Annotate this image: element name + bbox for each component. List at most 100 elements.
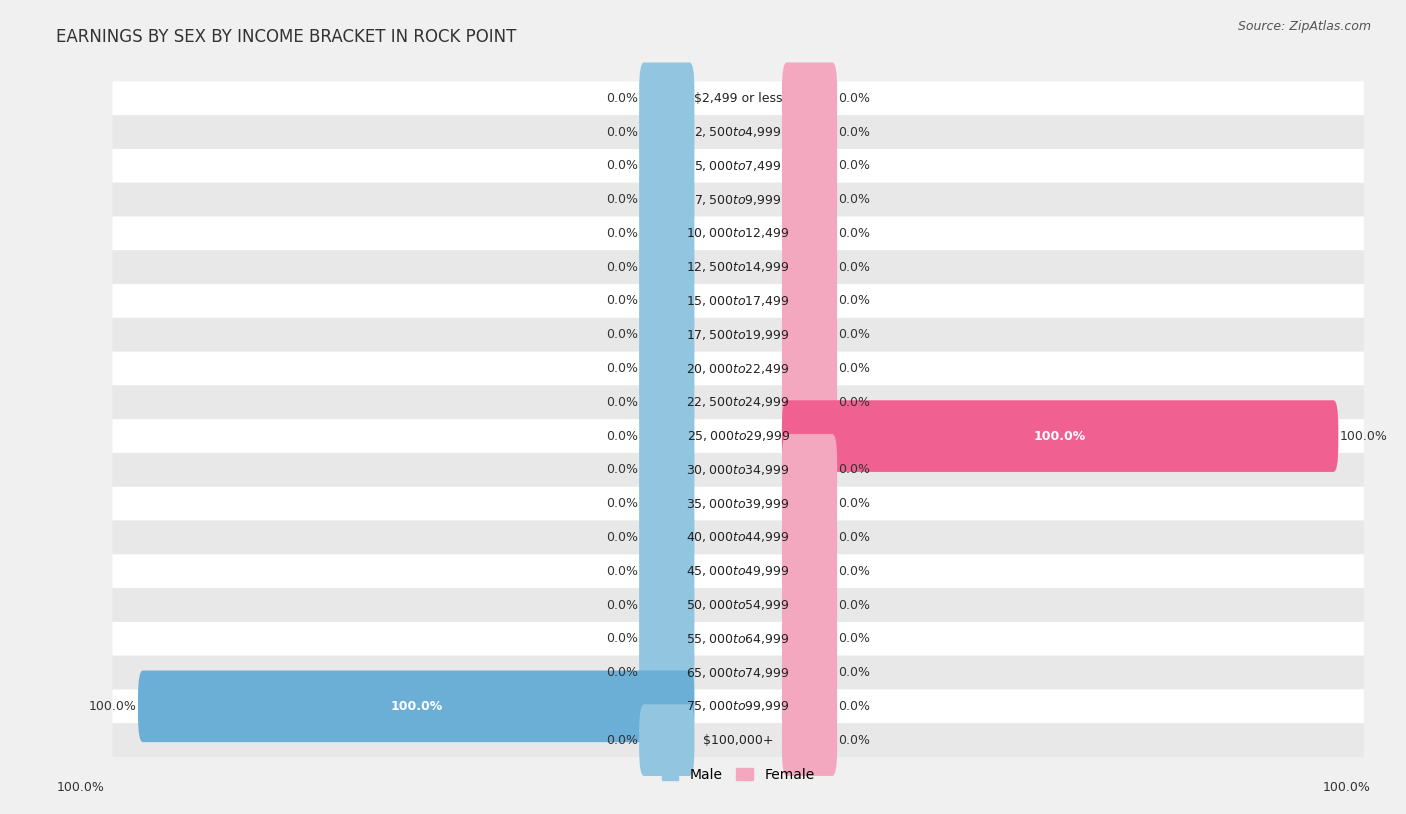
Text: 0.0%: 0.0% xyxy=(838,700,870,713)
Text: $45,000 to $49,999: $45,000 to $49,999 xyxy=(686,564,790,578)
FancyBboxPatch shape xyxy=(112,656,1364,689)
FancyBboxPatch shape xyxy=(112,251,1364,284)
FancyBboxPatch shape xyxy=(782,536,837,607)
FancyBboxPatch shape xyxy=(782,637,837,708)
Text: $5,000 to $7,499: $5,000 to $7,499 xyxy=(695,159,782,173)
Text: 0.0%: 0.0% xyxy=(606,497,638,510)
Text: 0.0%: 0.0% xyxy=(838,193,870,206)
Text: 0.0%: 0.0% xyxy=(838,497,870,510)
Text: 0.0%: 0.0% xyxy=(606,362,638,375)
FancyBboxPatch shape xyxy=(640,265,695,337)
FancyBboxPatch shape xyxy=(640,299,695,370)
Text: $75,000 to $99,999: $75,000 to $99,999 xyxy=(686,699,790,713)
Text: 0.0%: 0.0% xyxy=(838,463,870,476)
Text: 0.0%: 0.0% xyxy=(606,463,638,476)
FancyBboxPatch shape xyxy=(640,198,695,269)
FancyBboxPatch shape xyxy=(640,637,695,708)
Text: 0.0%: 0.0% xyxy=(606,396,638,409)
FancyBboxPatch shape xyxy=(782,164,837,235)
Text: 0.0%: 0.0% xyxy=(838,362,870,375)
FancyBboxPatch shape xyxy=(640,231,695,303)
Text: 0.0%: 0.0% xyxy=(606,430,638,443)
FancyBboxPatch shape xyxy=(112,149,1364,182)
FancyBboxPatch shape xyxy=(112,352,1364,386)
Text: 0.0%: 0.0% xyxy=(838,598,870,611)
Text: $20,000 to $22,499: $20,000 to $22,499 xyxy=(686,361,790,375)
FancyBboxPatch shape xyxy=(640,468,695,540)
Text: 100.0%: 100.0% xyxy=(1323,781,1371,794)
FancyBboxPatch shape xyxy=(782,603,837,675)
Text: $10,000 to $12,499: $10,000 to $12,499 xyxy=(686,226,790,240)
FancyBboxPatch shape xyxy=(112,689,1364,723)
Text: 0.0%: 0.0% xyxy=(838,396,870,409)
Text: $7,500 to $9,999: $7,500 to $9,999 xyxy=(695,193,782,207)
FancyBboxPatch shape xyxy=(138,671,695,742)
FancyBboxPatch shape xyxy=(112,81,1364,115)
Text: 0.0%: 0.0% xyxy=(838,565,870,578)
Text: $2,500 to $4,999: $2,500 to $4,999 xyxy=(695,125,782,139)
FancyBboxPatch shape xyxy=(782,130,837,202)
FancyBboxPatch shape xyxy=(112,115,1364,149)
Text: 0.0%: 0.0% xyxy=(606,666,638,679)
FancyBboxPatch shape xyxy=(640,96,695,168)
Text: $100,000+: $100,000+ xyxy=(703,733,773,746)
Text: $35,000 to $39,999: $35,000 to $39,999 xyxy=(686,497,790,510)
FancyBboxPatch shape xyxy=(640,434,695,505)
Text: $2,499 or less: $2,499 or less xyxy=(695,92,782,105)
FancyBboxPatch shape xyxy=(782,366,837,438)
FancyBboxPatch shape xyxy=(782,671,837,742)
FancyBboxPatch shape xyxy=(112,453,1364,487)
FancyBboxPatch shape xyxy=(112,217,1364,251)
FancyBboxPatch shape xyxy=(782,468,837,540)
FancyBboxPatch shape xyxy=(640,63,695,134)
Text: 0.0%: 0.0% xyxy=(606,260,638,274)
FancyBboxPatch shape xyxy=(112,182,1364,217)
Text: 0.0%: 0.0% xyxy=(838,666,870,679)
FancyBboxPatch shape xyxy=(782,63,837,134)
Text: 0.0%: 0.0% xyxy=(606,565,638,578)
Text: 0.0%: 0.0% xyxy=(838,733,870,746)
Text: 0.0%: 0.0% xyxy=(606,227,638,240)
FancyBboxPatch shape xyxy=(112,284,1364,317)
FancyBboxPatch shape xyxy=(640,400,695,472)
Text: 0.0%: 0.0% xyxy=(838,295,870,308)
Text: $22,500 to $24,999: $22,500 to $24,999 xyxy=(686,396,790,409)
Text: EARNINGS BY SEX BY INCOME BRACKET IN ROCK POINT: EARNINGS BY SEX BY INCOME BRACKET IN ROC… xyxy=(56,28,516,46)
FancyBboxPatch shape xyxy=(112,622,1364,656)
FancyBboxPatch shape xyxy=(112,588,1364,622)
Text: 100.0%: 100.0% xyxy=(56,781,104,794)
Text: 0.0%: 0.0% xyxy=(606,160,638,173)
Text: 0.0%: 0.0% xyxy=(606,295,638,308)
FancyBboxPatch shape xyxy=(782,569,837,641)
Text: $17,500 to $19,999: $17,500 to $19,999 xyxy=(686,328,790,342)
FancyBboxPatch shape xyxy=(782,231,837,303)
FancyBboxPatch shape xyxy=(640,704,695,776)
Text: 0.0%: 0.0% xyxy=(606,733,638,746)
FancyBboxPatch shape xyxy=(640,164,695,235)
Text: $40,000 to $44,999: $40,000 to $44,999 xyxy=(686,531,790,545)
FancyBboxPatch shape xyxy=(640,333,695,405)
FancyBboxPatch shape xyxy=(112,386,1364,419)
Text: 100.0%: 100.0% xyxy=(389,700,443,713)
Text: 0.0%: 0.0% xyxy=(838,531,870,544)
FancyBboxPatch shape xyxy=(112,487,1364,521)
Text: $25,000 to $29,999: $25,000 to $29,999 xyxy=(686,429,790,443)
FancyBboxPatch shape xyxy=(640,130,695,202)
FancyBboxPatch shape xyxy=(112,723,1364,757)
Text: 0.0%: 0.0% xyxy=(838,328,870,341)
Text: $50,000 to $54,999: $50,000 to $54,999 xyxy=(686,598,790,612)
FancyBboxPatch shape xyxy=(782,434,837,505)
Text: 0.0%: 0.0% xyxy=(838,632,870,646)
Text: $30,000 to $34,999: $30,000 to $34,999 xyxy=(686,463,790,477)
FancyBboxPatch shape xyxy=(782,704,837,776)
Text: 100.0%: 100.0% xyxy=(1033,430,1087,443)
FancyBboxPatch shape xyxy=(640,366,695,438)
FancyBboxPatch shape xyxy=(782,501,837,573)
FancyBboxPatch shape xyxy=(782,198,837,269)
Text: $15,000 to $17,499: $15,000 to $17,499 xyxy=(686,294,790,308)
Text: 0.0%: 0.0% xyxy=(606,328,638,341)
FancyBboxPatch shape xyxy=(782,265,837,337)
FancyBboxPatch shape xyxy=(112,419,1364,453)
Text: 0.0%: 0.0% xyxy=(606,632,638,646)
Text: 0.0%: 0.0% xyxy=(606,92,638,105)
